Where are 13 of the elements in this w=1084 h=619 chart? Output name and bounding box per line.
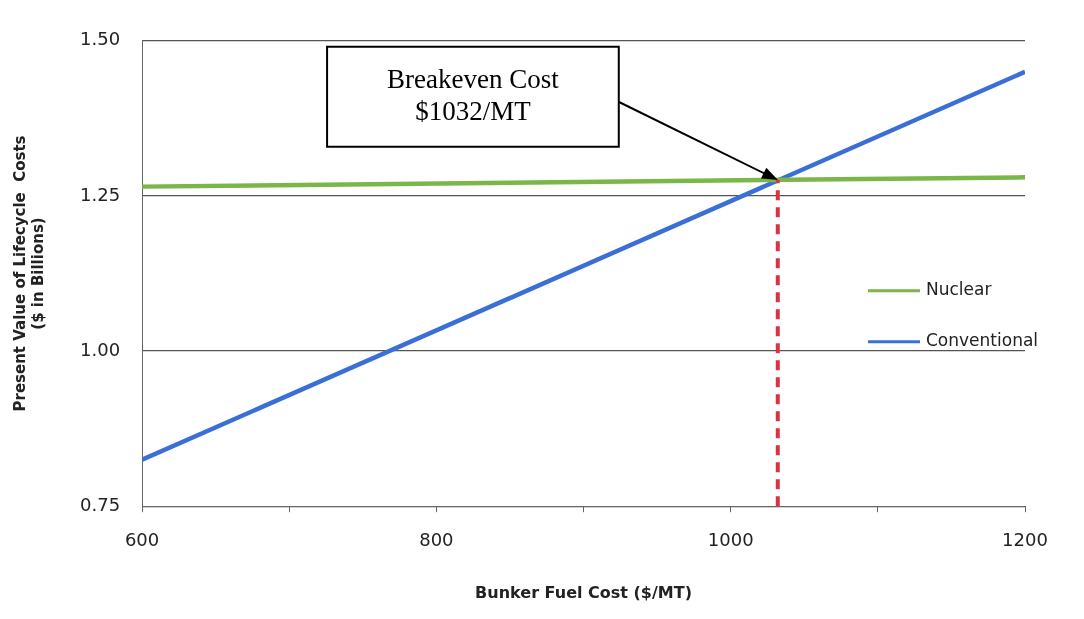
- x-tick-label: 1000: [707, 528, 754, 550]
- x-tick-label: 600: [124, 528, 160, 550]
- y-tick-label: 1.50: [80, 28, 121, 50]
- annotation: Breakeven Cost $1032/MT: [387, 63, 560, 126]
- x-tick-label: 800: [419, 528, 454, 550]
- y-axis-title: Present Value of Lifecycle Costs ($ in Billions): [10, 135, 47, 412]
- legend-label: Nuclear: [926, 279, 992, 300]
- y-tick-label: 1.25: [80, 183, 121, 205]
- y-tick-label: 0.75: [80, 493, 121, 515]
- y-tick-label: 1.00: [80, 338, 121, 360]
- x-tick-label: 1200: [1002, 528, 1048, 550]
- x-axis-title: Bunker Fuel Cost ($/MT): [475, 582, 692, 602]
- legend-label: Conventional: [926, 330, 1039, 351]
